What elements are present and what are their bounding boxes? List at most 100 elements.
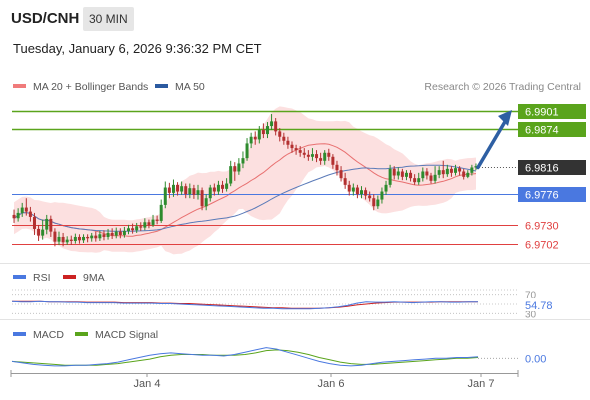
x-axis-tick-label: Jan 7 <box>468 378 495 390</box>
candle-body <box>343 178 347 185</box>
level-label-support: 6.9702 <box>525 240 559 252</box>
rsi-level-label: 30 <box>525 309 537 320</box>
candle-body <box>368 195 372 199</box>
candle-body <box>159 204 163 221</box>
candle-body <box>151 219 155 225</box>
candle-body <box>94 235 98 239</box>
candle-body <box>310 154 314 157</box>
candle-body <box>409 172 413 179</box>
candle-body <box>392 168 396 176</box>
macd-legend-label: MACD Signal <box>95 329 158 341</box>
candle-body <box>376 199 380 207</box>
candle-body <box>445 168 449 175</box>
candle-body <box>249 136 253 144</box>
macd-line <box>11 347 479 367</box>
macd-value-label: 0.00 <box>525 353 546 365</box>
candle-body <box>221 184 225 189</box>
candle-body <box>351 187 355 192</box>
candle-body <box>184 186 188 195</box>
candle-body <box>360 190 363 195</box>
candle-body <box>127 228 130 231</box>
candle-body <box>86 236 90 239</box>
candle-body <box>282 136 286 141</box>
timeframe-badge[interactable]: 30 MIN <box>83 7 134 31</box>
candle-body <box>155 219 159 221</box>
candle-body <box>388 168 392 185</box>
candle-body <box>294 148 298 151</box>
level-label-resistance: 6.9901 <box>525 107 559 119</box>
candle-body <box>274 121 278 132</box>
candle-body <box>462 171 466 177</box>
candle-body <box>433 174 437 181</box>
level-label-resistance: 6.9874 <box>525 125 559 137</box>
candle-body <box>57 236 61 242</box>
candle-body <box>139 226 143 228</box>
candle-body <box>355 187 359 195</box>
candle-body <box>16 212 20 219</box>
candle-body <box>90 235 94 239</box>
candle-body <box>65 239 69 243</box>
candle-body <box>135 226 139 231</box>
candle-body <box>188 188 192 195</box>
candle-body <box>331 156 335 165</box>
forecast-arrow-head <box>498 110 512 126</box>
candle-body <box>470 167 474 173</box>
candle-body <box>323 152 327 161</box>
candle-body <box>229 166 233 184</box>
candle-body <box>270 121 274 127</box>
candle-body <box>176 184 180 192</box>
rsi-value-label: 54.78 <box>525 300 553 312</box>
watermark: Research © 2026 Trading Central <box>424 81 581 93</box>
macd-legend-swatch <box>75 332 88 336</box>
candle-body <box>204 198 208 207</box>
candle-body <box>315 154 319 159</box>
candle-body <box>265 126 269 135</box>
candle-body <box>327 152 331 157</box>
candle-body <box>212 187 216 192</box>
chart-datetime: Tuesday, January 6, 2026 9:36:32 PM CET <box>13 41 262 56</box>
candle-body <box>380 191 384 200</box>
candle-body <box>225 183 229 189</box>
rsi-line <box>11 300 478 310</box>
rsi-value-bg <box>520 298 560 311</box>
candle-body <box>372 198 376 207</box>
candle-body <box>404 172 408 177</box>
level-tag-resistance <box>518 122 586 137</box>
candle-body <box>122 230 126 235</box>
level-tag-resistance <box>518 104 586 119</box>
candle-body <box>114 231 118 236</box>
candle-body <box>53 231 57 242</box>
candle-body <box>41 229 45 236</box>
current-price-tag <box>518 160 586 175</box>
rsi-legend-swatch <box>13 275 26 279</box>
candle-body <box>253 136 257 140</box>
candle-body <box>73 236 77 241</box>
candle-body <box>335 164 339 171</box>
candle-body <box>261 130 265 135</box>
forecast-arrow-shaft <box>476 118 508 170</box>
candle-body <box>306 154 310 157</box>
legend-label: MA 20 + Bollinger Bands <box>33 81 148 93</box>
rsi-legend-label: RSI <box>33 272 51 284</box>
bollinger-band <box>14 106 476 255</box>
candle-body <box>216 184 220 192</box>
candle-body <box>167 187 171 193</box>
candle-body <box>347 184 351 192</box>
legend-swatch <box>155 84 168 88</box>
candle-body <box>200 190 204 207</box>
candle-body <box>278 131 282 137</box>
candle-body <box>437 170 441 175</box>
candle-body <box>454 168 458 173</box>
candle-body <box>82 236 86 241</box>
candle-body <box>384 184 388 192</box>
candle-body <box>147 222 151 225</box>
candle-body <box>24 207 28 212</box>
candle-body <box>364 190 368 196</box>
candle-body <box>233 166 237 172</box>
candle-body <box>12 214 16 219</box>
candle-body <box>98 234 102 239</box>
candle-body <box>110 232 114 236</box>
candle-body <box>245 143 249 159</box>
candle-body <box>49 218 53 232</box>
